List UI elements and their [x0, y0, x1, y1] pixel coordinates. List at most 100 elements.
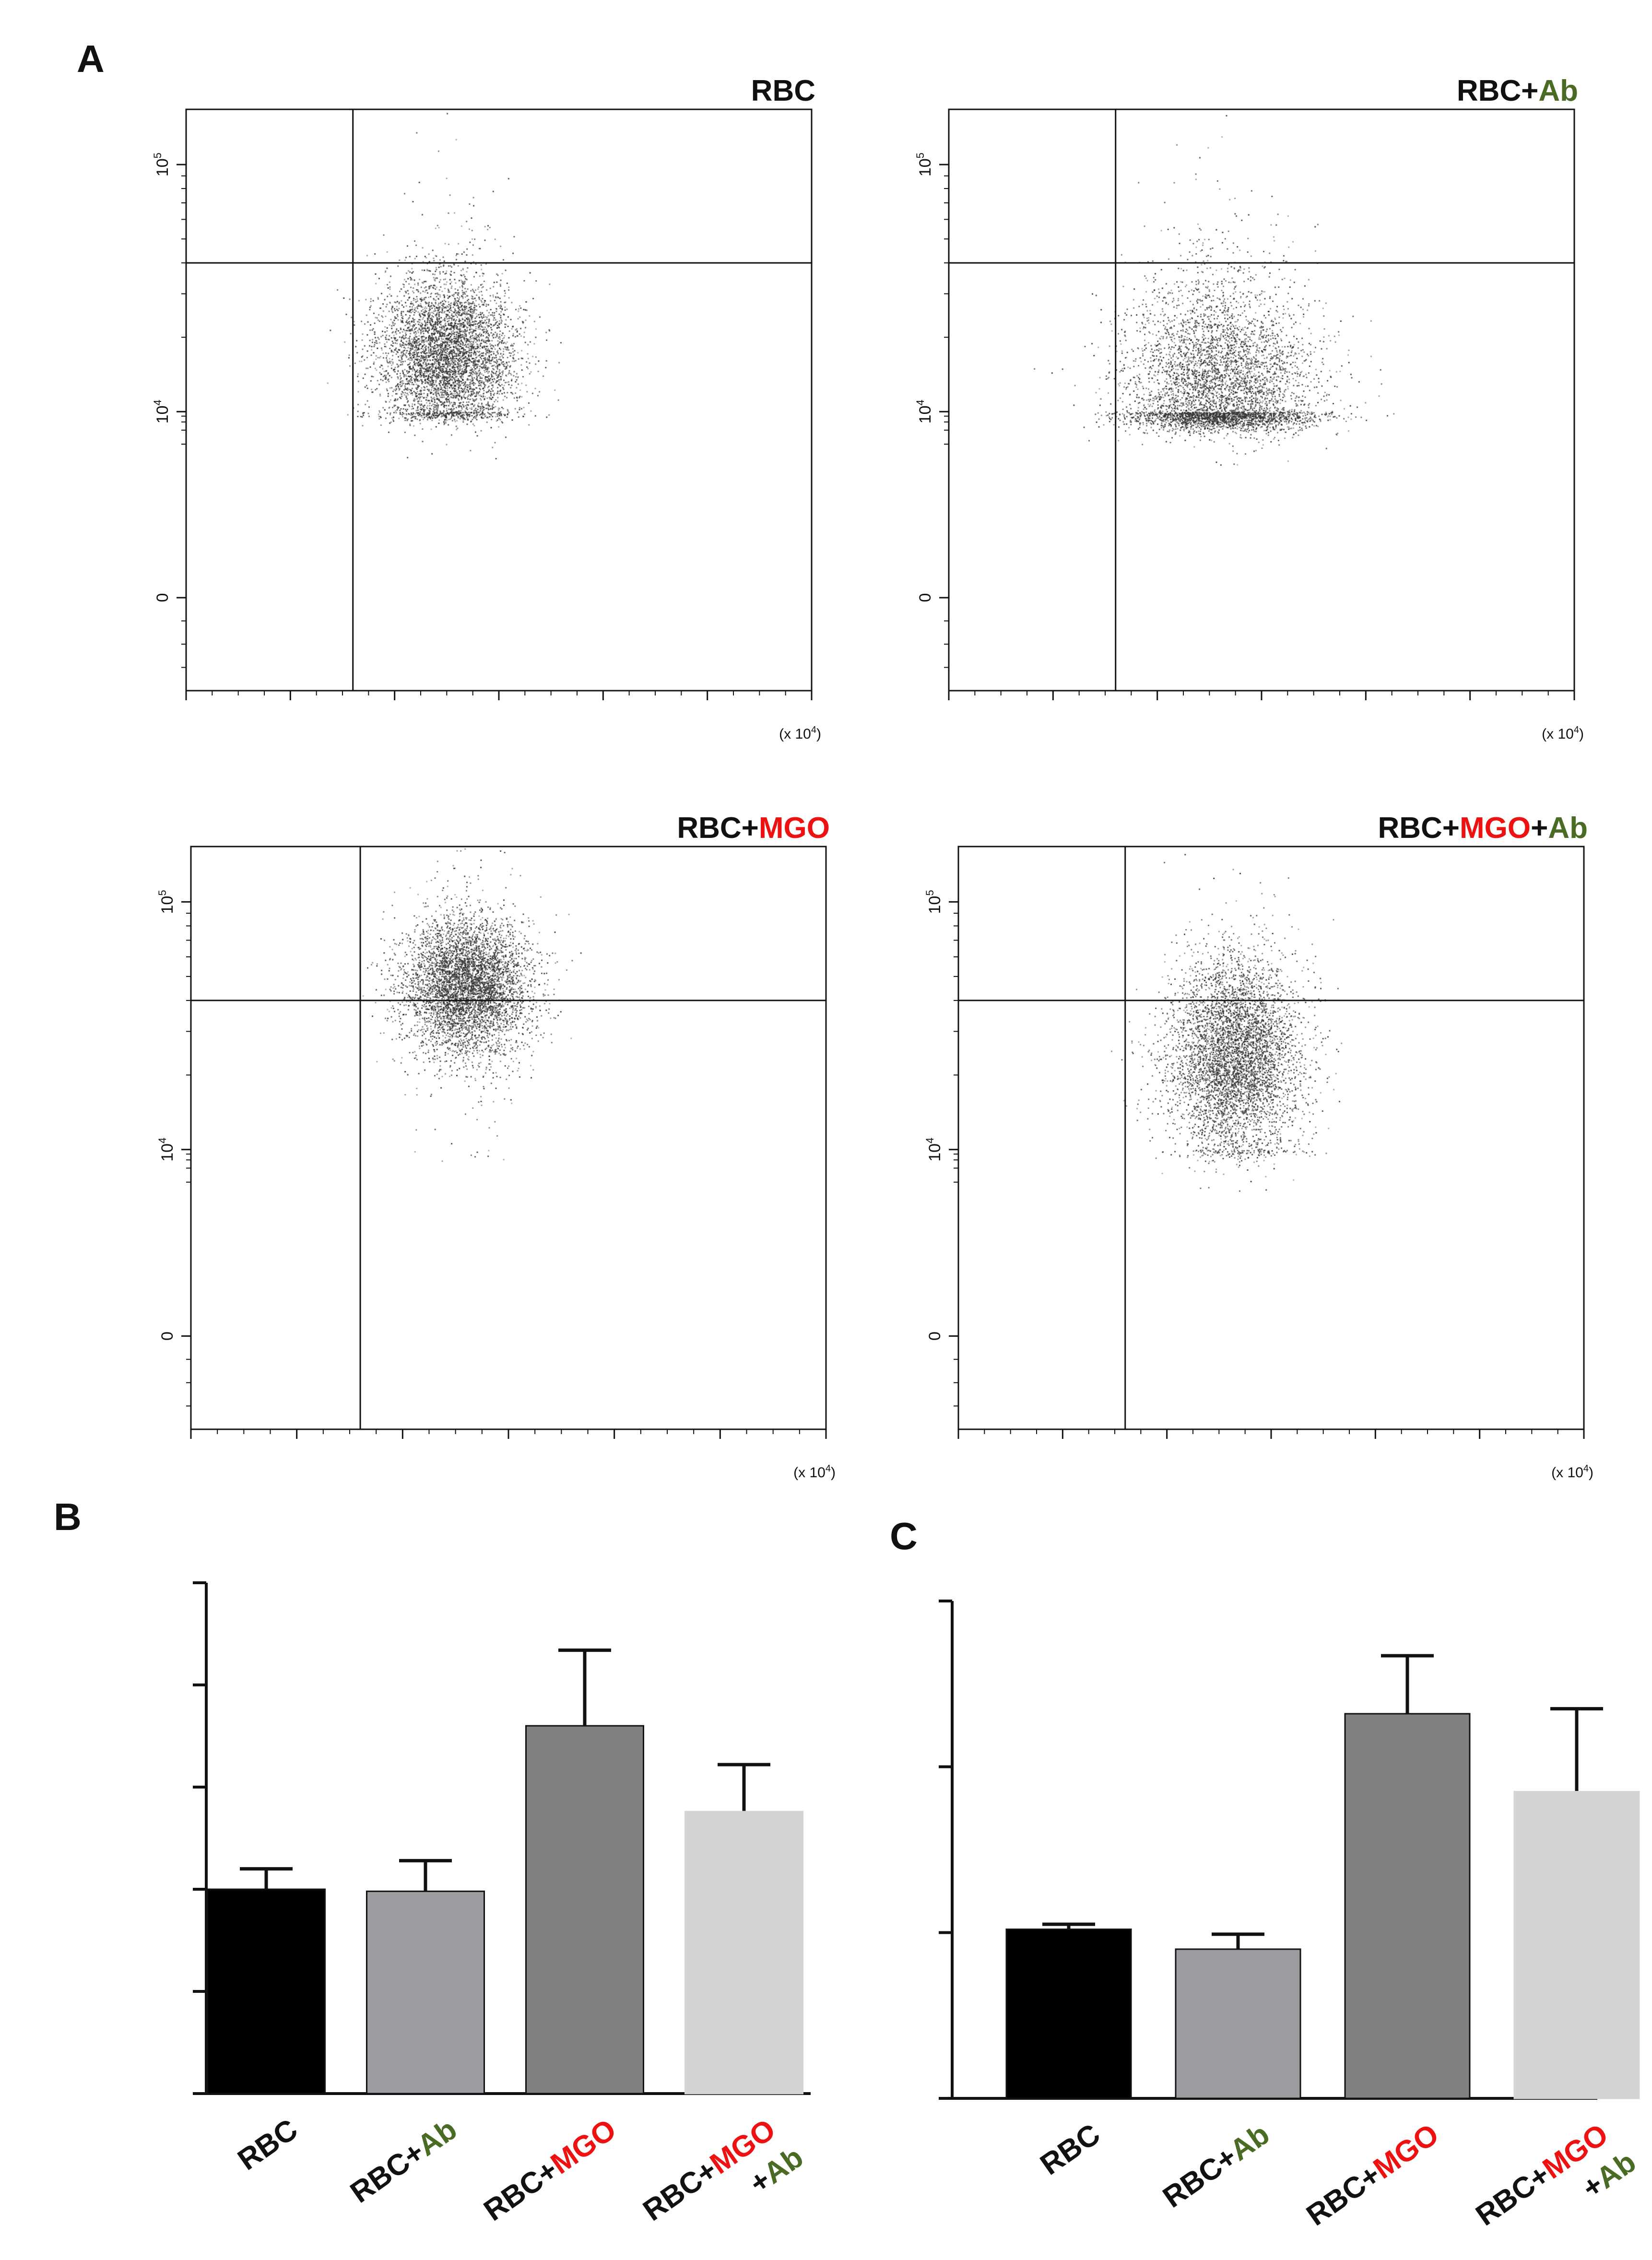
y-tick-label: 104 [152, 400, 172, 424]
category-label: RBC+MGO [478, 2113, 622, 2227]
y-tick-label: 105 [152, 153, 172, 177]
category-label-segment: RBC+ [344, 2135, 430, 2209]
y-tick-label: 104 [914, 400, 934, 424]
x-multiplier-base: (x 10 [1542, 726, 1574, 742]
y-tick-base: 10 [153, 405, 172, 424]
category-label-segment: RBC+ [1470, 2158, 1556, 2232]
panel-label-a: A [77, 37, 105, 80]
event-dots [327, 113, 562, 459]
category-label-segment: RBC [1034, 2118, 1106, 2182]
event-dots [1034, 115, 1395, 466]
x-multiplier: (x 104) [793, 1463, 836, 1481]
y-tick-label: 0 [158, 1331, 177, 1341]
plot-frame [190, 846, 827, 1430]
x-multiplier-close: ) [1579, 726, 1584, 742]
x-multiplier-exp: 4 [811, 725, 816, 735]
group-label-segment: RBC [751, 74, 815, 107]
plot-frame [957, 846, 1585, 1430]
y-tick-base: 0 [926, 1331, 944, 1341]
y-tick-base: 10 [158, 1143, 177, 1162]
y-tick-label: 105 [914, 153, 934, 177]
y-tick-exp: 4 [152, 400, 164, 405]
y-tick-exp: 4 [156, 1138, 168, 1143]
y-tick-label: 105 [924, 890, 944, 914]
event-dots [1111, 854, 1343, 1192]
group-label-segment: RBC+ [1378, 812, 1460, 845]
x-multiplier-base: (x 10 [779, 726, 811, 742]
y-tick-exp: 4 [924, 1138, 936, 1143]
y-tick-exp: 5 [924, 890, 936, 895]
plot-frame [948, 108, 1575, 692]
y-tick-label: 0 [916, 593, 934, 602]
x-multiplier-close: ) [1589, 1465, 1593, 1481]
category-label: RBC+Ab [1157, 2118, 1275, 2214]
category-label-segment: RBC+ [478, 2154, 564, 2227]
bar [207, 1888, 326, 2095]
x-multiplier-close: ) [816, 726, 821, 742]
y-tick-base: 10 [153, 158, 172, 177]
category-label-segment: RBC+ [1157, 2140, 1243, 2214]
category-label-segment: MGO [1368, 2118, 1445, 2185]
category-label-segment: MGO [545, 2113, 622, 2180]
y-tick-label: 104 [156, 1138, 177, 1162]
panel-label-c: C [890, 1515, 918, 1557]
bar [1344, 1713, 1471, 2099]
y-tick-base: 0 [916, 593, 934, 602]
y-tick-base: 10 [916, 158, 934, 177]
plot-frame [185, 108, 813, 692]
x-multiplier-exp: 4 [1583, 1463, 1589, 1474]
category-label: RBC [1034, 2118, 1106, 2182]
x-multiplier-exp: 4 [1574, 725, 1579, 735]
category-label-segment: RBC+ [637, 2154, 723, 2227]
category-label: RBC [232, 2113, 304, 2177]
group-label-segment: MGO [759, 812, 830, 845]
y-tick-exp: 5 [914, 153, 926, 158]
x-multiplier-exp: 4 [826, 1463, 831, 1474]
panel-label-b: B [54, 1495, 82, 1538]
bar [525, 1725, 644, 2095]
group-label-segment: Ab [1538, 74, 1578, 107]
y-tick-base: 10 [926, 896, 944, 914]
group-label: RBC [751, 74, 815, 107]
group-label: RBC+MGO [677, 812, 830, 845]
x-multiplier-base: (x 10 [1551, 1465, 1583, 1481]
x-multiplier: (x 104) [779, 725, 821, 742]
category-label: RBC+MGO [1300, 2118, 1445, 2232]
x-multiplier: (x 104) [1551, 1463, 1593, 1481]
y-tick-label: 105 [156, 890, 177, 914]
y-tick-label: 104 [924, 1138, 944, 1162]
y-tick-label: 0 [153, 593, 172, 602]
category-label: RBC+Ab [344, 2113, 463, 2210]
y-tick-base: 10 [926, 1143, 944, 1162]
bar [366, 1890, 485, 2095]
group-label-segment: + [1531, 812, 1548, 845]
y-tick-base: 0 [153, 593, 172, 602]
bar [1513, 1791, 1640, 2099]
group-label: RBC+Ab [1457, 74, 1578, 107]
bar [1175, 1948, 1301, 2099]
y-tick-base: 0 [158, 1331, 177, 1341]
group-label-segment: RBC+ [1457, 74, 1539, 107]
event-dots [362, 848, 582, 1162]
category-label-segment: RBC+ [1300, 2158, 1386, 2232]
y-tick-base: 10 [916, 405, 934, 424]
y-tick-exp: 4 [914, 400, 926, 405]
group-label: RBC+MGO+Ab [1378, 812, 1588, 845]
x-multiplier-close: ) [831, 1465, 836, 1481]
x-multiplier: (x 104) [1542, 725, 1584, 742]
y-tick-base: 10 [158, 896, 177, 914]
bar [684, 1811, 803, 2095]
y-tick-exp: 5 [152, 153, 164, 158]
group-label-segment: Ab [1548, 812, 1588, 845]
x-multiplier-base: (x 10 [793, 1465, 826, 1481]
bar [1005, 1928, 1132, 2099]
group-label-segment: MGO [1460, 812, 1531, 845]
